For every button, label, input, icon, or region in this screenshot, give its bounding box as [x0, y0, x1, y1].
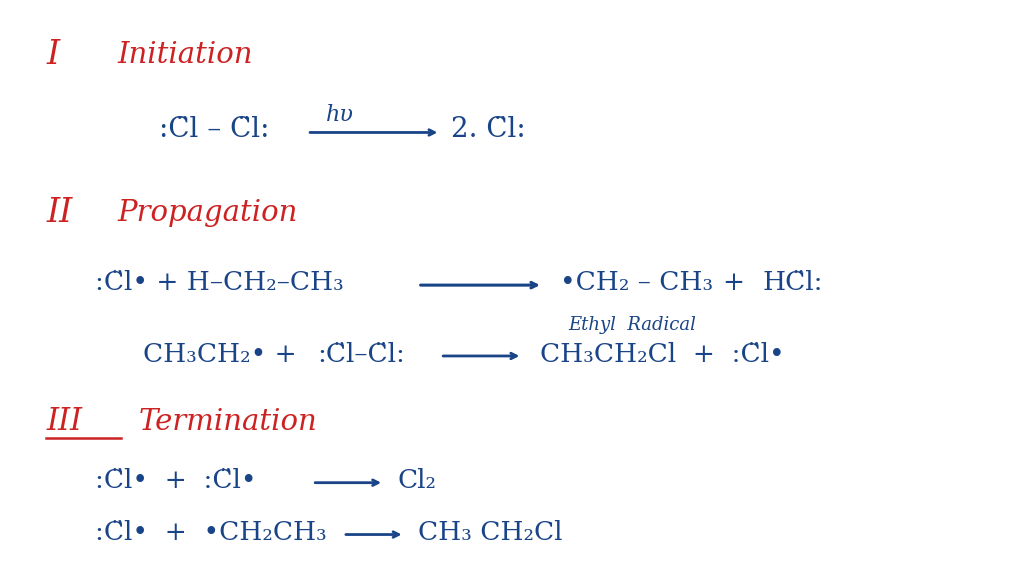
Text: II: II	[46, 197, 73, 229]
Text: Termination: Termination	[138, 408, 317, 435]
Text: hυ: hυ	[326, 104, 353, 126]
Text: CH₃CH₂Cl  +  :C̈l•: CH₃CH₂Cl + :C̈l•	[540, 342, 784, 367]
Text: :C̈l•  +  :C̈l•: :C̈l• + :C̈l•	[95, 468, 257, 494]
Text: :C̈l–C̈l:: :C̈l–C̈l:	[317, 342, 406, 367]
Text: III: III	[46, 406, 82, 437]
Text: Cl₂: Cl₂	[397, 468, 436, 494]
Text: Propagation: Propagation	[118, 199, 298, 227]
Text: 2. C̈l:: 2. C̈l:	[451, 116, 525, 143]
Text: :C̈l• + H–CH₂–CH₃: :C̈l• + H–CH₂–CH₃	[95, 270, 344, 295]
Text: :C̈l – C̈l:: :C̈l – C̈l:	[159, 116, 269, 143]
Text: +: +	[722, 270, 743, 295]
Text: I: I	[46, 39, 59, 71]
Text: CH₃CH₂• +: CH₃CH₂• +	[143, 342, 297, 367]
Text: HC̈l:: HC̈l:	[763, 270, 823, 295]
Text: :C̈l•  +  •CH₂CH₃: :C̈l• + •CH₂CH₃	[95, 520, 327, 545]
Text: CH₃ CH₂Cl: CH₃ CH₂Cl	[418, 520, 562, 545]
Text: Ethyl  Radical: Ethyl Radical	[568, 316, 696, 335]
Text: •CH₂ – CH₃: •CH₂ – CH₃	[560, 270, 714, 295]
Text: Initiation: Initiation	[118, 41, 253, 69]
